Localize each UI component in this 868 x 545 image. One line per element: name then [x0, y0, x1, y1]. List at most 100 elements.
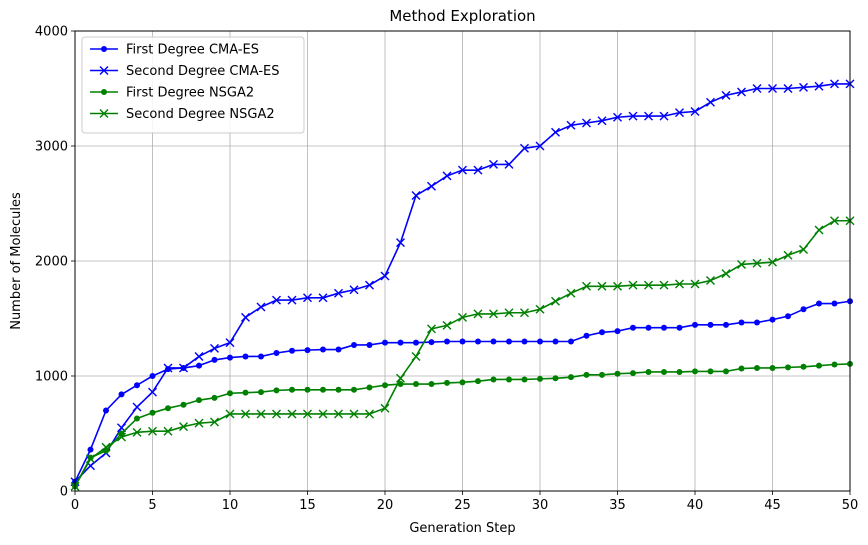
y-tick-label: 0: [60, 485, 68, 500]
data-point: [583, 371, 590, 378]
data-point: [349, 285, 359, 295]
x-tick-label: 50: [842, 498, 859, 513]
data-point: [242, 389, 249, 396]
data-point: [628, 111, 638, 121]
legend-label: Second Degree NSGA2: [126, 107, 275, 122]
data-point: [768, 84, 777, 93]
data-point: [134, 382, 140, 389]
data-point: [256, 409, 266, 419]
data-point: [428, 339, 435, 346]
data-point: [783, 84, 793, 93]
data-point: [194, 418, 204, 428]
data-point: [661, 368, 667, 375]
legend-marker: [99, 66, 109, 75]
data-point: [227, 390, 233, 397]
data-point: [473, 165, 483, 175]
data-point: [397, 339, 404, 346]
data-point: [287, 409, 297, 419]
data-point: [535, 304, 545, 314]
data-point: [427, 324, 436, 334]
data-point: [396, 373, 405, 383]
data-point: [814, 225, 824, 235]
data-point: [444, 379, 450, 386]
data-point: [442, 320, 452, 330]
data-point: [504, 159, 514, 169]
data-point: [737, 259, 746, 269]
data-point: [630, 324, 636, 331]
data-point: [351, 386, 357, 393]
data-point: [738, 365, 745, 372]
legend-marker: [99, 109, 109, 118]
data-point: [816, 300, 822, 307]
data-point: [225, 409, 235, 419]
data-point: [769, 316, 776, 323]
data-point: [101, 442, 111, 452]
data-point: [661, 324, 667, 331]
data-point: [521, 376, 528, 383]
data-point: [785, 313, 791, 320]
legend-item: Second Degree CMA-ES: [90, 64, 279, 79]
data-point: [149, 373, 156, 379]
data-point: [754, 364, 760, 371]
legend-marker: [101, 89, 107, 95]
data-point: [645, 324, 652, 331]
data-point: [382, 339, 388, 346]
data-point: [134, 415, 140, 422]
data-point: [273, 350, 280, 356]
data-point: [769, 364, 776, 371]
y-axis-title: Number of Molecules: [9, 192, 24, 330]
data-point: [459, 338, 466, 345]
x-tick-label: 0: [71, 498, 79, 513]
x-tick-label: 10: [222, 498, 239, 513]
data-point: [628, 280, 638, 290]
data-point: [537, 338, 543, 345]
data-point: [830, 216, 839, 226]
data-point: [537, 375, 543, 382]
data-point: [645, 368, 652, 375]
data-point: [351, 341, 357, 348]
x-tick-label: 45: [764, 498, 781, 513]
data-point: [506, 376, 512, 383]
data-point: [768, 257, 777, 267]
data-point: [613, 281, 622, 291]
x-tick-label: 40: [687, 498, 704, 513]
data-point: [721, 90, 731, 100]
data-point: [335, 386, 342, 393]
data-point: [179, 422, 188, 432]
data-point: [258, 353, 264, 360]
legend-item: First Degree NSGA2: [90, 86, 254, 101]
data-point: [814, 81, 824, 91]
data-point: [194, 351, 204, 361]
data-point: [752, 258, 762, 268]
data-point: [597, 116, 607, 126]
data-point: [458, 312, 467, 322]
data-point: [413, 339, 419, 346]
data-point: [675, 108, 684, 118]
data-point: [366, 384, 373, 391]
data-point: [117, 432, 126, 442]
data-point: [676, 368, 683, 375]
data-point: [210, 417, 219, 427]
data-point: [382, 382, 388, 389]
data-point: [196, 362, 202, 369]
legend-item: Second Degree NSGA2: [90, 107, 275, 122]
data-point: [800, 306, 807, 313]
data-point: [258, 389, 264, 396]
data-point: [256, 302, 266, 312]
data-point: [752, 84, 762, 93]
data-point: [289, 386, 295, 393]
data-point: [396, 238, 405, 248]
data-point: [365, 280, 374, 290]
data-point: [490, 338, 497, 345]
data-point: [506, 338, 512, 345]
data-point: [676, 324, 683, 331]
chart-title: Method Exploration: [389, 7, 535, 25]
y-tick-label: 4000: [35, 25, 68, 40]
data-point: [411, 351, 421, 361]
data-point: [103, 407, 109, 414]
legend-marker: [101, 46, 107, 52]
data-point: [148, 426, 157, 436]
data-point: [272, 409, 281, 419]
data-point: [831, 361, 838, 368]
data-point: [830, 79, 839, 89]
